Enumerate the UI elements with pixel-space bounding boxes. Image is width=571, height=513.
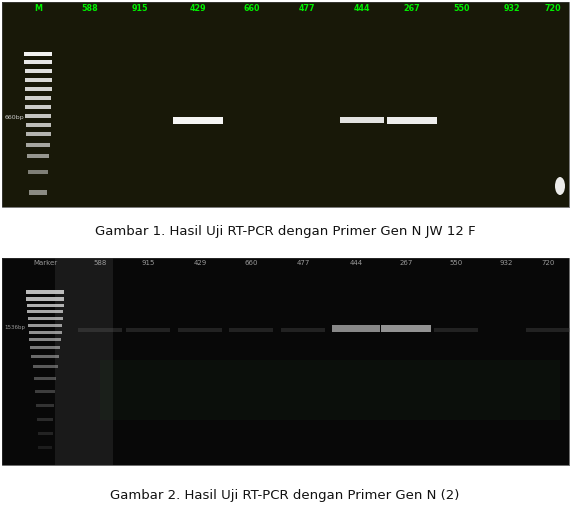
Bar [38,446,52,449]
Bar [281,328,325,332]
Text: 932: 932 [504,4,520,13]
Bar [27,154,49,158]
Bar [27,310,63,313]
Bar [29,331,62,334]
Text: 720: 720 [541,260,554,266]
Bar [38,432,53,435]
Bar [35,390,55,393]
Text: 660: 660 [244,4,260,13]
Bar [28,170,48,174]
Bar [31,355,59,358]
Bar [2,258,569,465]
Bar [178,328,222,332]
Bar [2,2,569,207]
Bar [2,2,569,207]
Bar [173,117,223,124]
Bar [26,297,64,301]
Text: 477: 477 [299,4,315,13]
Bar [26,132,50,136]
Bar [381,325,431,332]
Bar [30,346,60,349]
Text: 477: 477 [296,260,309,266]
Bar [25,69,51,73]
Bar [29,190,47,195]
Text: 660: 660 [244,260,258,266]
Bar [26,304,63,307]
Bar [29,338,61,341]
Text: 429: 429 [194,260,207,266]
Text: Gambar 2. Hasil Uji RT-PCR dengan Primer Gen N (2): Gambar 2. Hasil Uji RT-PCR dengan Primer… [110,488,460,502]
Bar [33,365,58,368]
Bar [27,317,62,320]
Bar [229,328,273,332]
Bar [24,60,52,64]
Bar [332,325,380,332]
Text: 1536bp: 1536bp [4,326,25,330]
Text: 915: 915 [132,4,148,13]
Bar [2,258,569,465]
Text: M: M [34,4,42,13]
Bar [26,290,64,294]
Text: 444: 444 [349,260,363,266]
Bar [36,404,54,407]
Bar [434,328,478,332]
Text: 267: 267 [404,4,420,13]
Bar [340,117,384,123]
Text: 444: 444 [354,4,370,13]
Text: 588: 588 [82,4,98,13]
Bar [126,328,170,332]
Bar [24,52,52,56]
Text: 550: 550 [449,260,463,266]
Bar [34,377,56,380]
Bar [25,87,51,91]
Bar [26,143,50,147]
Bar [25,96,51,100]
Text: 720: 720 [545,4,561,13]
Bar [25,114,51,118]
Bar [25,105,51,109]
Text: Gambar 1. Hasil Uji RT-PCR dengan Primer Gen N JW 12 F: Gambar 1. Hasil Uji RT-PCR dengan Primer… [95,226,475,239]
Text: 588: 588 [93,260,107,266]
Bar [26,123,50,127]
Bar [100,360,560,420]
Text: 932: 932 [499,260,513,266]
Text: 915: 915 [141,260,155,266]
Text: Marker: Marker [33,260,57,266]
Bar [25,78,51,82]
Ellipse shape [555,177,565,195]
Bar [387,117,437,124]
Bar [78,328,122,332]
Text: 429: 429 [190,4,206,13]
Text: 550: 550 [454,4,471,13]
Bar [37,418,53,421]
Bar [55,258,113,465]
Bar [28,324,62,327]
Bar [526,328,570,332]
Text: 267: 267 [399,260,413,266]
Text: 660bp: 660bp [5,115,25,121]
